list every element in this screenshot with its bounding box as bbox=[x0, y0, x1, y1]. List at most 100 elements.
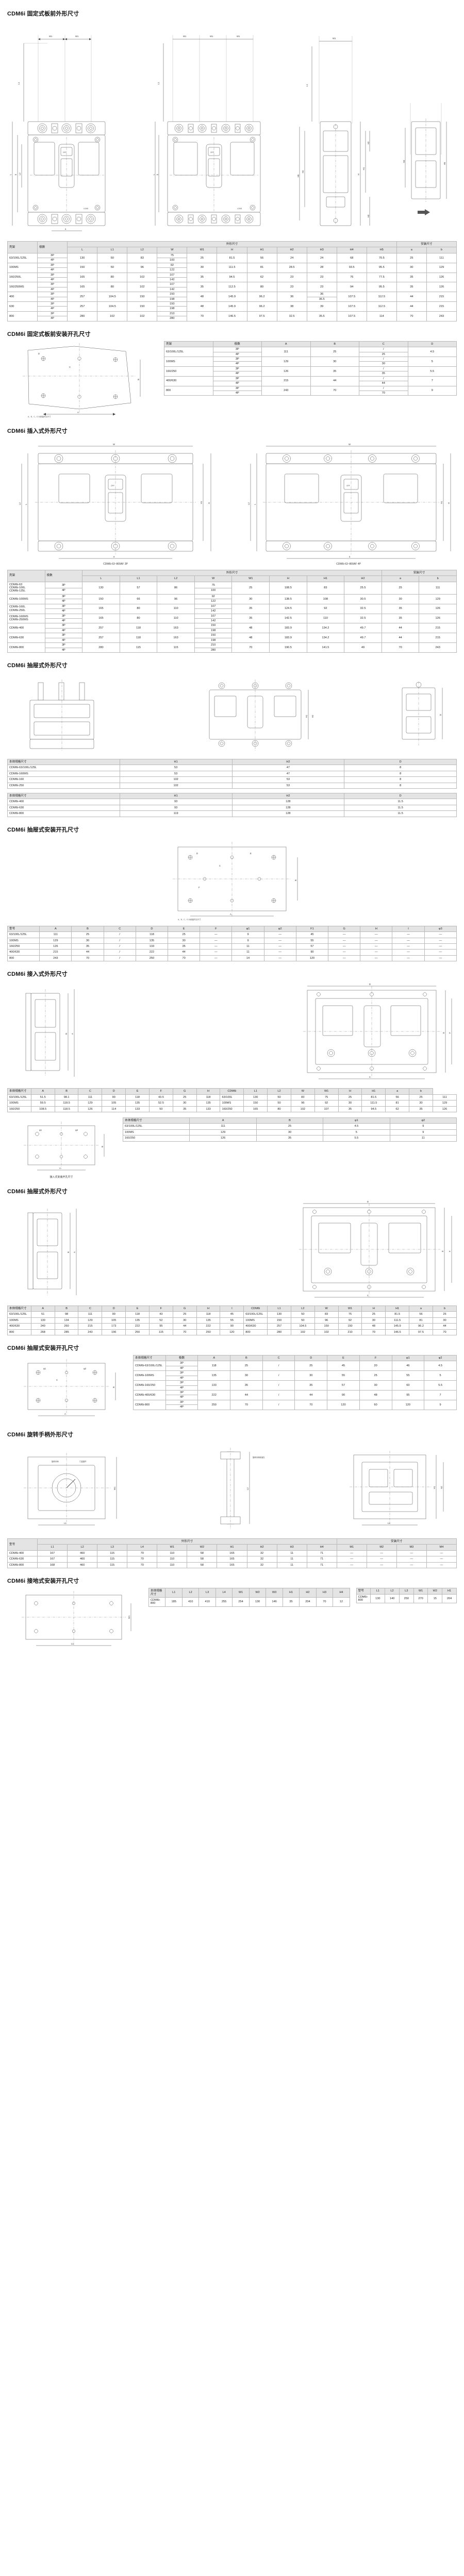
drawing-plugin-4p: OFF L L2 bbox=[240, 438, 457, 566]
cell-W-part: 150 bbox=[211, 624, 216, 628]
cell-frame: 400 bbox=[7, 292, 38, 302]
svg-text:H4: H4 bbox=[302, 170, 304, 173]
svg-text:L2: L2 bbox=[19, 502, 21, 504]
svg-text:H5: H5 bbox=[297, 174, 300, 177]
column-header: M4 bbox=[426, 1544, 457, 1551]
column-header: F1 bbox=[295, 925, 329, 933]
svg-text:H: H bbox=[208, 502, 210, 504]
cell-18: 70 bbox=[432, 1329, 457, 1336]
column-header: 安装尺寸 bbox=[396, 241, 457, 248]
svg-text:E: E bbox=[441, 1250, 444, 1252]
table-plugin-dimensions: 壳架 极数 外形尺寸 安装尺寸 L L1 L2 W W1 H H1 H2 a b CDM6i-63 CDM6i… bbox=[7, 569, 457, 653]
cell-4: 30 bbox=[168, 937, 201, 944]
cell-frame: CDM6i-160/250 bbox=[133, 1380, 166, 1391]
cell-10: 100MS bbox=[243, 1317, 268, 1324]
cell-poles-part: 4P bbox=[45, 628, 82, 633]
table-row: 800 243 70/250 70—14—120— — — — bbox=[7, 955, 457, 962]
cell-H1: 53 bbox=[119, 770, 233, 777]
table-row: CDM6i-160MS 53 47 8 bbox=[7, 770, 457, 777]
cell-H3: 35.5 bbox=[306, 311, 337, 321]
cell-10: 63/100L/125L bbox=[243, 1311, 268, 1318]
cell-8: 35 bbox=[282, 1597, 300, 1607]
cell-frame: 63/100L/125L bbox=[164, 347, 213, 358]
column-header: C bbox=[262, 1355, 295, 1362]
cell-7: 70 bbox=[172, 1329, 197, 1336]
cell-H4: 94 bbox=[336, 282, 367, 293]
cell-0: 168 bbox=[37, 1562, 68, 1569]
cell-5: — bbox=[200, 937, 233, 944]
cell-17: 35 bbox=[409, 1106, 433, 1112]
svg-text:φ1: φ1 bbox=[43, 1367, 46, 1370]
cell-L1: 80 bbox=[119, 603, 158, 614]
column-header: C bbox=[78, 1088, 103, 1095]
cell-11: 50 bbox=[267, 1094, 291, 1101]
table-row: CDM6i-100MS 3P 4P 135 30/30 55 25 55 5 bbox=[133, 1370, 457, 1381]
cell-6: 130 bbox=[248, 1597, 267, 1607]
svg-text:A: A bbox=[77, 411, 79, 414]
cell-7: 32 bbox=[246, 1562, 277, 1569]
cell-a: 44 bbox=[396, 301, 427, 312]
cell-W-part: 92 bbox=[170, 263, 174, 267]
table-header-row: 壳架 极数 A B C D bbox=[164, 341, 457, 348]
column-header: W1 bbox=[187, 247, 218, 253]
cell-H1: 134.2 bbox=[306, 623, 345, 634]
column-header: 壳架 bbox=[7, 241, 38, 253]
cell-1: 460 bbox=[67, 1556, 98, 1563]
cell-a: 25 bbox=[381, 581, 420, 595]
cell-H5: 114 bbox=[366, 311, 397, 321]
cell-poles-part: 3P bbox=[235, 348, 239, 351]
cell-0: 133 bbox=[197, 1380, 231, 1391]
section-title: CDM6i 抽屉式安装开孔尺寸 bbox=[7, 826, 79, 833]
cell-C: /30 bbox=[359, 357, 408, 367]
drawing-caption: CDM6i-63~800AF 4P bbox=[336, 562, 361, 566]
cell-frame: 400/630 bbox=[164, 376, 213, 386]
svg-text:H1: H1 bbox=[362, 167, 365, 170]
cell-poles-part: 4P bbox=[45, 608, 82, 613]
cell-A: 126 bbox=[261, 366, 311, 377]
cell-poles-part: 4P bbox=[38, 286, 68, 292]
column-header: B bbox=[54, 1305, 79, 1312]
svg-text:E: E bbox=[442, 1032, 445, 1033]
cell-2: 134 bbox=[54, 1317, 79, 1324]
cell-8: 57 bbox=[295, 943, 329, 950]
cell-0: 167 bbox=[37, 1550, 68, 1557]
cell-2: 285 bbox=[54, 1329, 79, 1336]
cell-poles-part: 3P bbox=[180, 1371, 184, 1375]
cell-b: 215 bbox=[426, 301, 457, 312]
cell-L2: 115 bbox=[157, 642, 195, 653]
svg-text:φ2: φ2 bbox=[84, 1367, 87, 1370]
table-row: CDM6i-400/630 3P 4P 222 44/44 90 48 95 7 bbox=[133, 1390, 457, 1400]
cell-H: 108.5 bbox=[269, 581, 307, 595]
cell-9: 160/250 bbox=[220, 1106, 244, 1112]
cell-5: 58 bbox=[187, 1556, 218, 1563]
cell-W-part: 280 bbox=[194, 647, 232, 652]
cell-12: 102 bbox=[290, 1329, 315, 1336]
cell-4: 45 bbox=[327, 1361, 360, 1371]
cell-W-part: 122 bbox=[194, 599, 232, 603]
column-header: 极数 bbox=[37, 241, 68, 253]
cell-H5: 95.5 bbox=[366, 262, 397, 273]
cell-H: 145.9 bbox=[217, 301, 247, 312]
table-drawout2: 本体规格尺寸 A B C D E F G H I CDM6i L1 L2 W W1 H H1 a b 63/100L/… bbox=[7, 1305, 457, 1336]
svg-text:OFF: OFF bbox=[63, 151, 67, 154]
cell-3: 44 bbox=[294, 1390, 328, 1400]
cell-H1: 81 bbox=[246, 262, 277, 273]
cell-13: 150 bbox=[314, 1323, 339, 1330]
cell-C-part: 44 bbox=[359, 381, 408, 385]
cell-10: 150 bbox=[243, 1100, 268, 1107]
cell-W1: 35 bbox=[187, 272, 218, 283]
column-header: 极数 bbox=[44, 569, 83, 582]
table-row: CDM6i-63/100L/125L 53 47 8 bbox=[7, 765, 457, 771]
cell-frame: 100MS bbox=[7, 262, 38, 273]
cell-poles-part: 3P bbox=[61, 604, 65, 608]
column-header: L2 bbox=[267, 1088, 291, 1095]
cell-18: 111 bbox=[432, 1094, 457, 1101]
cell-8: 135 bbox=[196, 1100, 221, 1107]
cell-L: 165 bbox=[67, 272, 98, 283]
cell-C: /35 bbox=[359, 366, 408, 377]
cell-1: 35 bbox=[71, 943, 104, 950]
table-row: 160/250 3P 4P 126 35/35 5.5 bbox=[164, 366, 457, 377]
cell-C-part: 25 bbox=[359, 351, 408, 357]
cell-12: 83 bbox=[290, 1094, 315, 1101]
